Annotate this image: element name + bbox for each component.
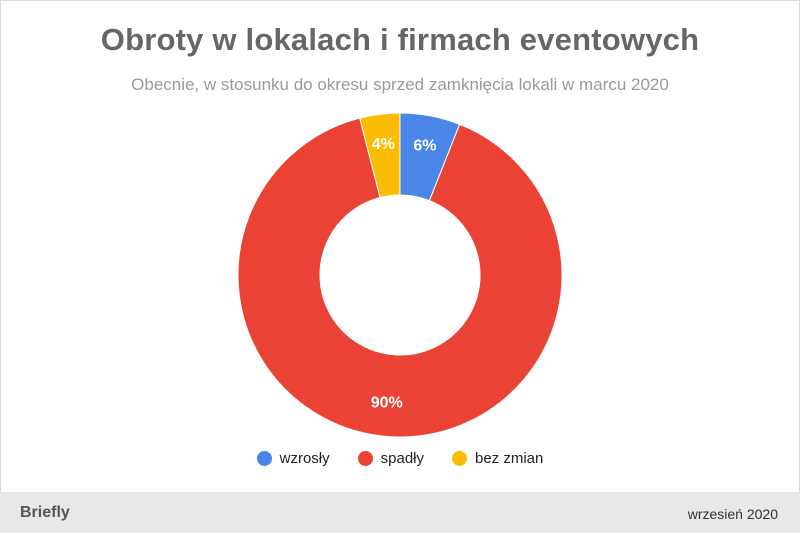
legend-label-wzrosly: wzrosły (279, 450, 330, 467)
legend-label-spadly: spadły (380, 450, 424, 467)
legend-marker-bez-zmian (452, 451, 467, 466)
legend-label-bez-zmian: bez zmian (475, 450, 544, 467)
chart-title: Obroty w lokalach i firmach eventowych (100, 22, 700, 57)
legend-item-wzrosly[interactable]: wzrosły (256, 450, 330, 467)
data-label-spadly: 90% (371, 394, 403, 411)
footer-bar: Briefly wrzesień 2020 (0, 492, 800, 533)
donut-slice-bez-zmian[interactable] (359, 112, 401, 199)
data-label-bez-zmian: 4% (372, 136, 395, 153)
legend-marker-spadly (357, 451, 373, 466)
chart-subtitle: Obecnie, w stosunku do okresu sprzed zam… (131, 75, 669, 94)
data-label-wzrosly: 6% (413, 137, 436, 154)
legend-item-spadly[interactable]: spadły (357, 450, 424, 467)
legend-marker-wzrosly (256, 451, 272, 466)
legend-item-bez-zmian[interactable]: bez zmian (452, 450, 543, 467)
footer-date: wrzesień 2020 (687, 506, 778, 522)
donut-slice-spadly[interactable] (237, 117, 563, 438)
footer-brand: Briefly (20, 504, 70, 521)
chart-legend: wzrosły spadły bez zmian (0, 450, 800, 467)
